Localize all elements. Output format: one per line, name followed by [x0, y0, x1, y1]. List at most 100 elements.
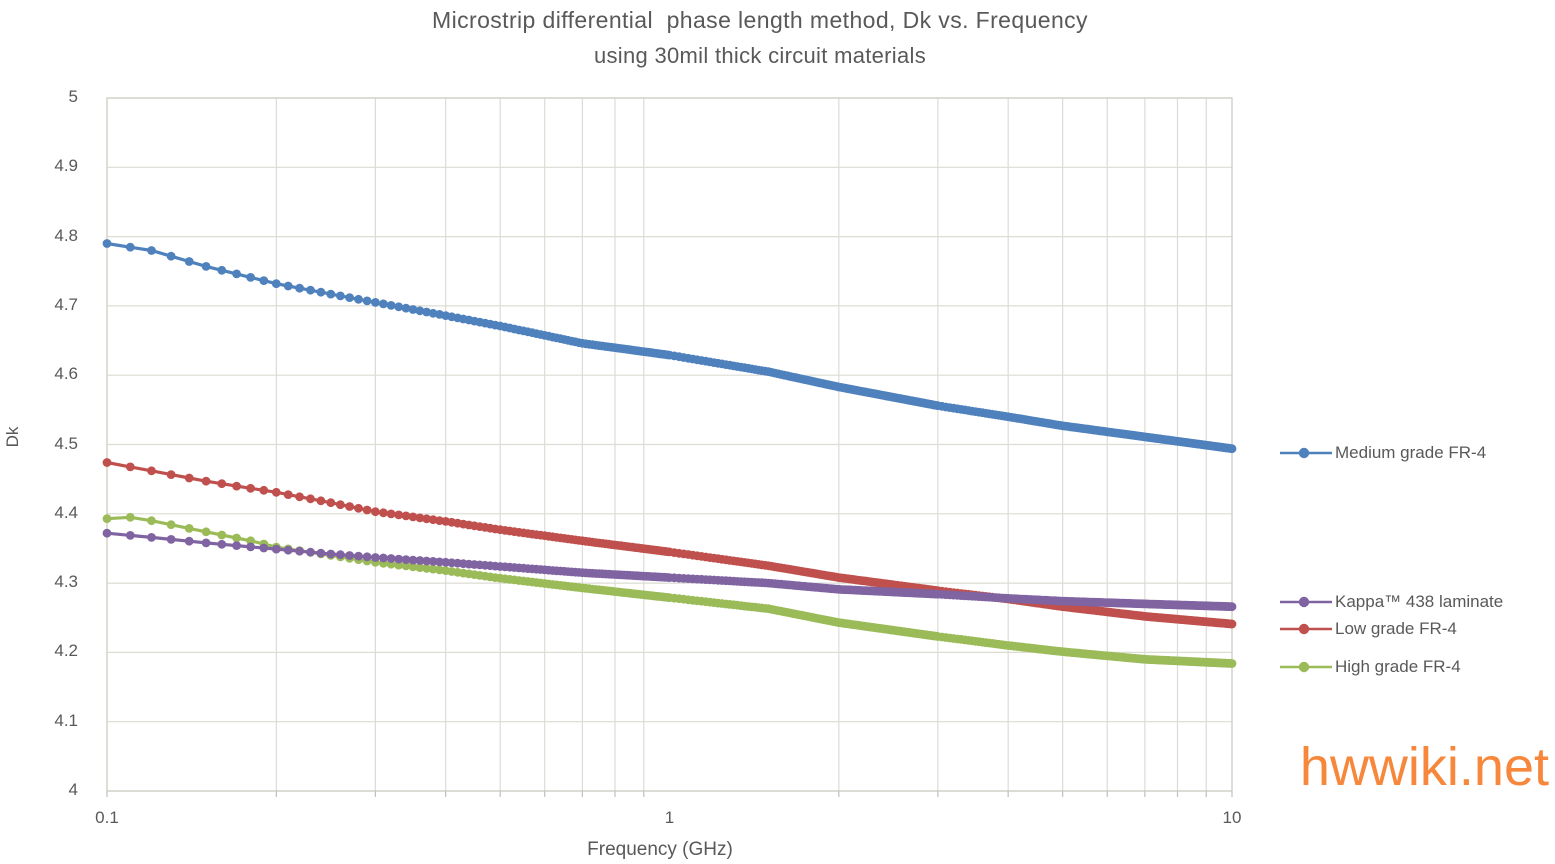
data-point-marker [232, 541, 242, 550]
data-point-marker [408, 305, 418, 314]
series-kappa-438-laminate [102, 528, 1237, 612]
data-point-marker [217, 479, 227, 489]
chart-subtitle: using 30mil thick circuit materials [593, 43, 927, 68]
data-point-marker [102, 514, 112, 524]
data-point-marker [422, 564, 431, 573]
data-point-marker [336, 550, 345, 560]
legend-label: High grade FR-4 [1335, 657, 1461, 677]
data-point-marker [246, 536, 256, 546]
data-point-marker [394, 510, 404, 520]
legend-marker [1280, 596, 1332, 607]
data-point-marker [147, 466, 156, 476]
data-point-marker [217, 265, 227, 275]
data-point-marker [354, 294, 363, 304]
data-point-marker [371, 298, 380, 307]
data-point-marker [345, 502, 354, 511]
data-point-marker [306, 285, 315, 295]
data-point-marker [125, 531, 135, 540]
data-point-marker [184, 536, 194, 546]
data-point-marker [354, 551, 363, 561]
data-point-marker [147, 533, 156, 542]
data-point-marker [326, 498, 336, 508]
data-point-marker [379, 299, 388, 309]
y-tick-label: 4.7 [54, 294, 78, 314]
data-point-marker [422, 514, 431, 524]
data-point-marker [386, 301, 396, 310]
data-point-marker [415, 513, 425, 523]
data-point-marker [362, 505, 372, 515]
legend-marker [1280, 662, 1332, 673]
data-point-marker [362, 552, 372, 562]
data-point-marker [283, 281, 293, 291]
data-point-marker [201, 527, 211, 537]
data-point-marker [415, 556, 425, 565]
x-tick-label: 10 [1222, 808, 1242, 827]
data-point-marker [415, 563, 425, 572]
data-point-marker [1227, 444, 1237, 454]
data-point-marker [201, 262, 211, 271]
data-point-marker [232, 481, 242, 491]
legend-item-medium-grade-fr-4: Medium grade FR-4 [1280, 442, 1486, 464]
data-point-marker [246, 542, 256, 552]
data-point-marker [306, 494, 315, 504]
data-point-marker [295, 492, 304, 502]
legend-item-low-grade-fr-4: Low grade FR-4 [1280, 618, 1457, 640]
legend-item-high-grade-fr-4: High grade FR-4 [1280, 656, 1461, 678]
data-point-marker [166, 251, 176, 261]
data-point-marker [394, 302, 404, 312]
legend-item-kappa-438-laminate: Kappa™ 438 laminate [1280, 591, 1503, 613]
data-point-marker [232, 533, 242, 543]
data-point-marker [316, 548, 326, 558]
data-point-marker [125, 462, 135, 472]
data-point-marker [428, 557, 438, 566]
data-point-marker [259, 276, 269, 285]
data-point-marker [422, 556, 431, 566]
legend-label: Medium grade FR-4 [1335, 442, 1487, 462]
data-point-marker [147, 246, 156, 255]
y-tick-label: 4.5 [54, 433, 78, 453]
data-point-marker [125, 512, 135, 522]
data-point-marker [379, 508, 388, 518]
x-tick-label: 1 [664, 808, 675, 827]
data-point-marker [326, 289, 336, 299]
data-point-marker [379, 553, 388, 563]
y-tick-label: 4.1 [54, 710, 78, 730]
data-point-marker [394, 554, 404, 564]
data-point-marker [428, 564, 438, 574]
data-point-marker [386, 554, 396, 563]
legend-marker [1280, 447, 1332, 458]
data-point-marker [295, 546, 304, 556]
data-point-marker [246, 273, 256, 282]
y-tick-label: 4.8 [54, 225, 78, 245]
data-point-marker [1227, 602, 1237, 612]
data-point-marker [102, 239, 112, 248]
data-point-marker [415, 306, 425, 316]
data-point-marker [408, 562, 418, 572]
data-point-marker [184, 524, 194, 533]
data-point-marker [306, 547, 315, 557]
data-point-marker [102, 528, 112, 538]
data-point-marker [316, 287, 326, 297]
data-point-marker [345, 551, 354, 560]
data-point-marker [271, 279, 281, 289]
x-tick-label: 0.1 [95, 808, 119, 827]
data-point-marker [354, 503, 363, 513]
data-point-marker [326, 549, 336, 559]
data-point-marker [232, 269, 242, 279]
data-point-marker [386, 509, 396, 519]
data-point-marker [102, 458, 112, 467]
chart-title: Microstrip differential phase length met… [432, 7, 1088, 33]
data-point-marker [336, 500, 345, 510]
y-tick-label: 4.2 [54, 641, 78, 661]
series-medium-grade-fr-4 [102, 239, 1237, 454]
data-point-marker [184, 257, 194, 266]
legend-marker [1280, 623, 1332, 635]
data-point-marker [283, 490, 293, 499]
data-point-marker [259, 543, 269, 553]
y-tick-label: 5 [68, 87, 78, 106]
data-point-marker [316, 496, 326, 506]
data-point-marker [401, 303, 411, 313]
data-point-marker [345, 293, 354, 302]
series-high-grade-fr-4 [102, 512, 1237, 668]
